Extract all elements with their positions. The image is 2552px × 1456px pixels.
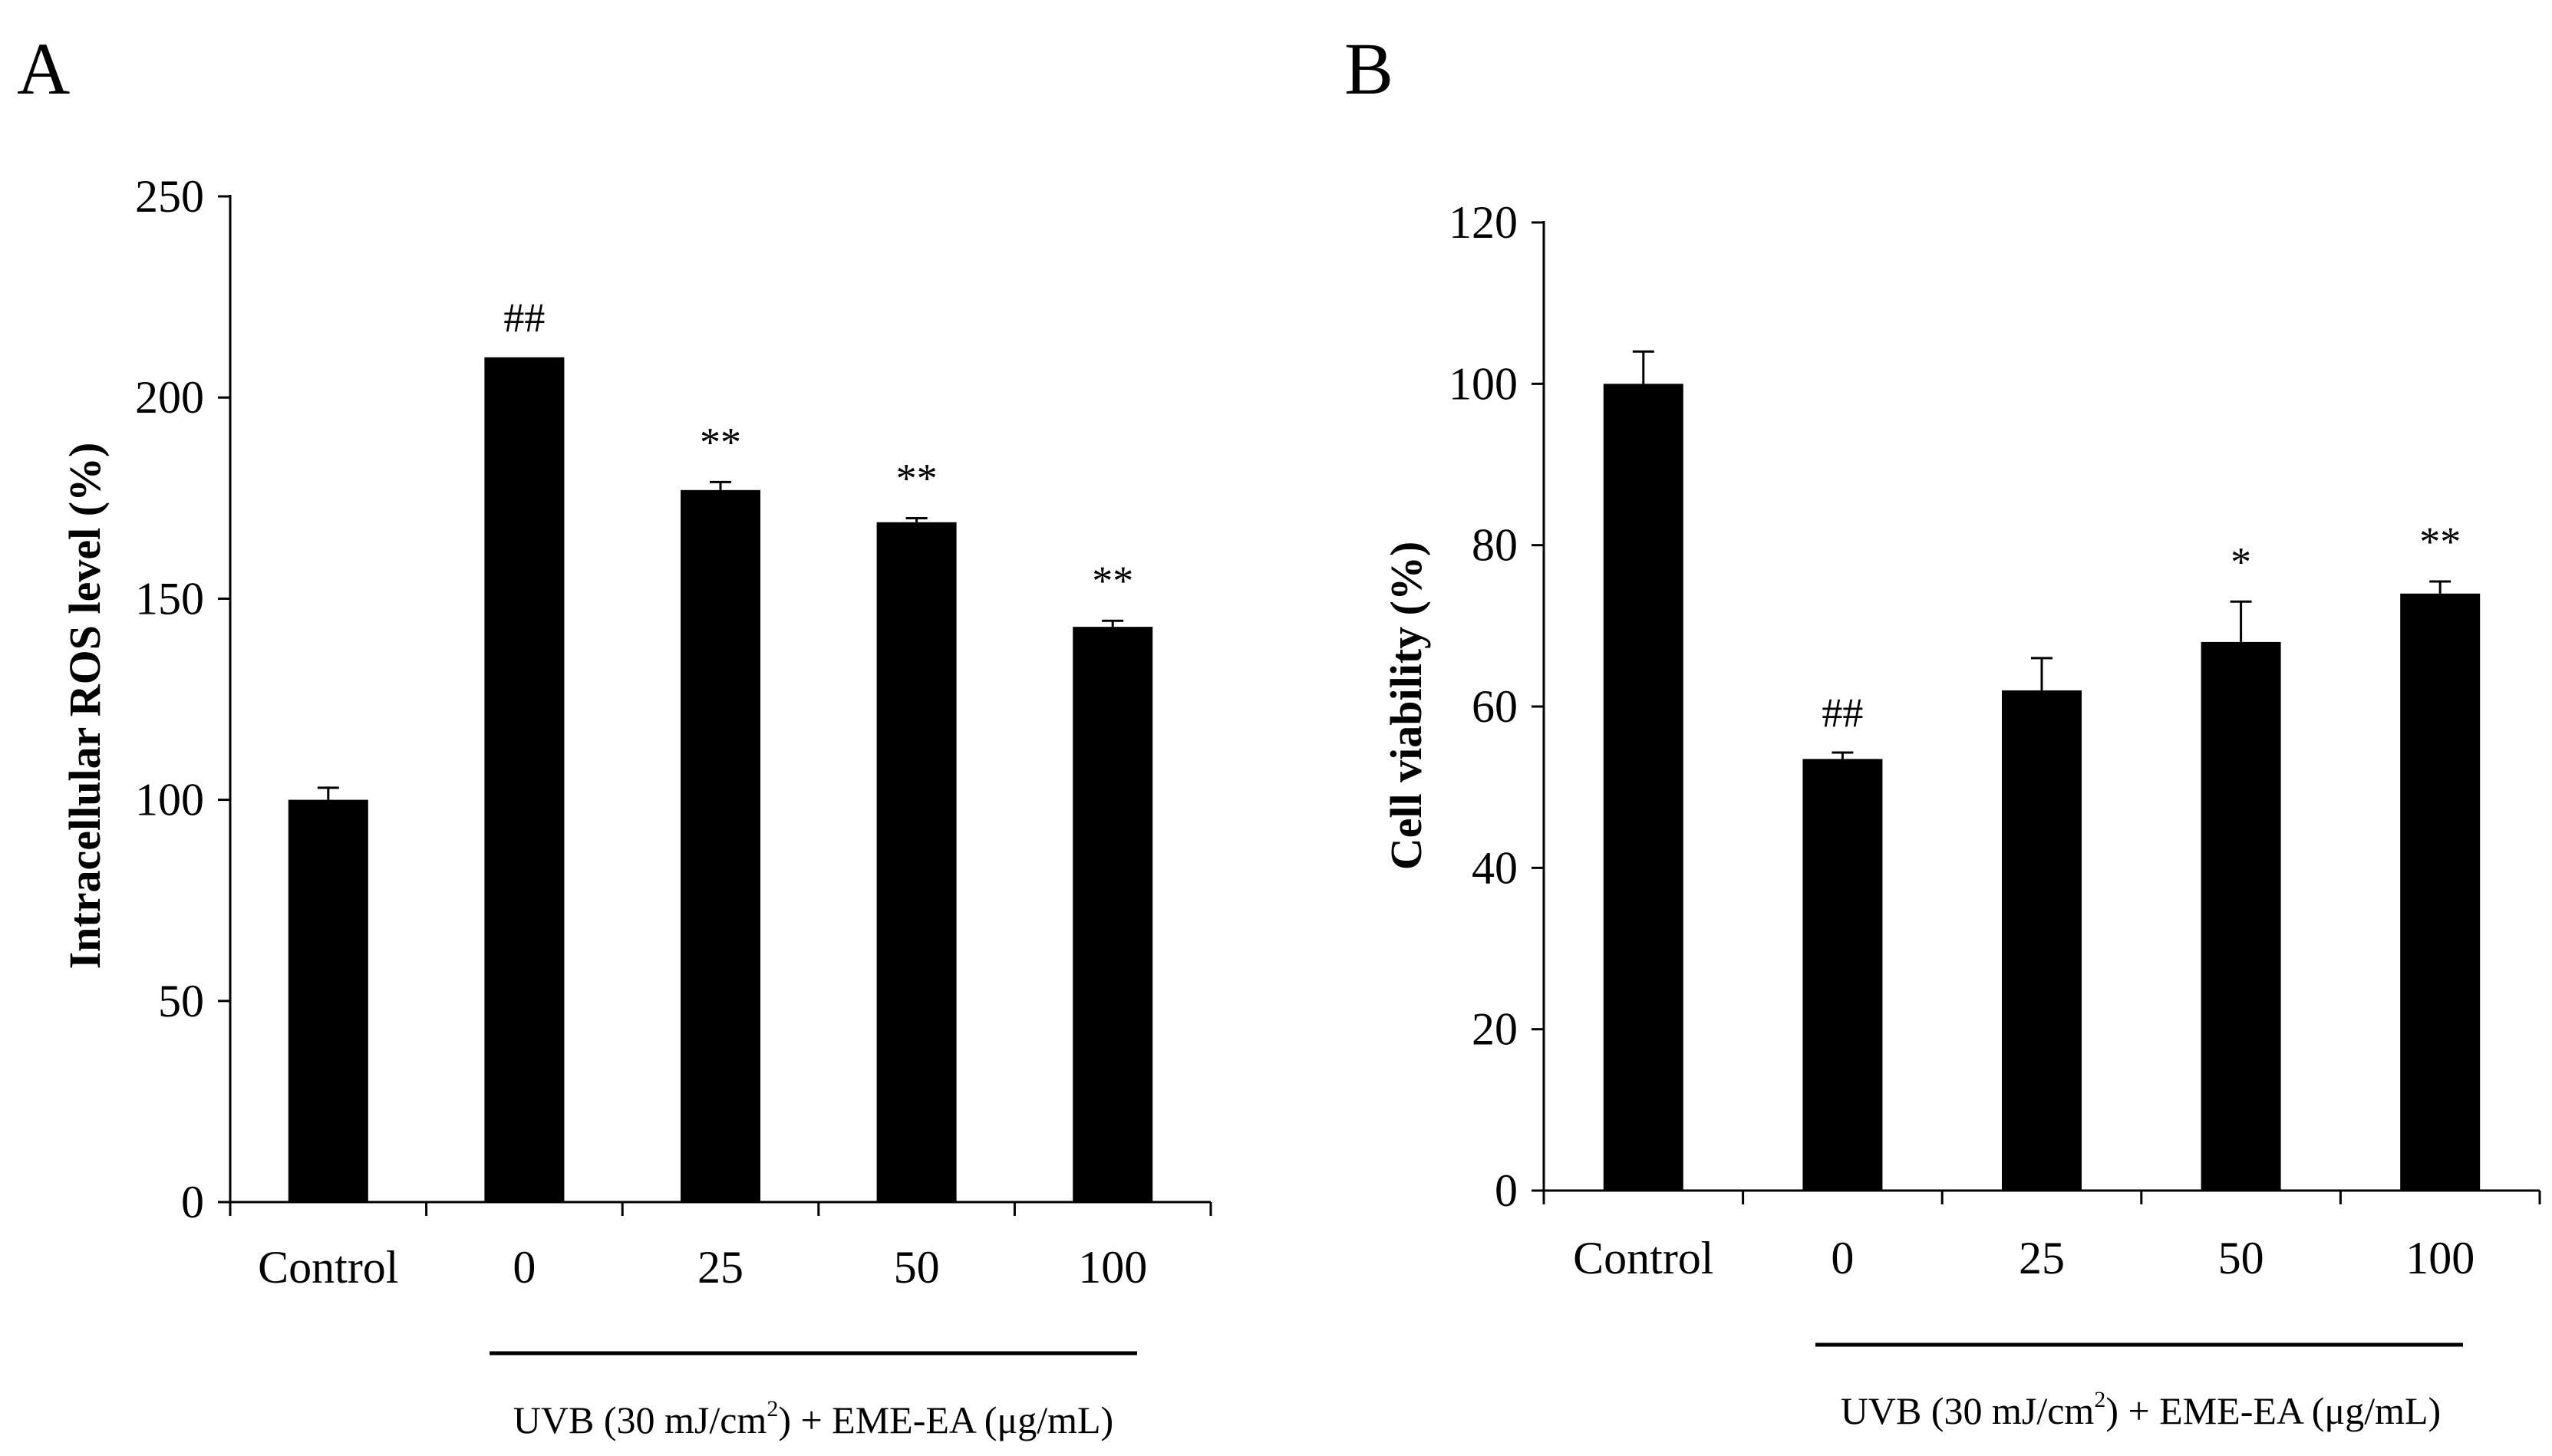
panel-a-bar	[1073, 627, 1153, 1202]
panel-b-bar	[2002, 690, 2082, 1191]
panel-b-y-tick-label: 120	[1449, 197, 1518, 248]
panel-b-annotation: **	[2419, 519, 2461, 565]
panel-a-bar	[681, 489, 760, 1202]
panel-b-category-label: 0	[1831, 1233, 1854, 1283]
panel-a-y-axis-label: Intracellular ROS level (%)	[60, 443, 110, 970]
panel-b-annotations: ##* **	[1822, 519, 2461, 736]
panel-a-bar	[876, 522, 957, 1202]
panel-a-group-label: UVB (30 mJ/cm2) + EME-EA (μg/mL)	[513, 1396, 1113, 1441]
panel-b-category-labels: Control 0 25 50 100	[1573, 1233, 2475, 1283]
panel-a-category-label: 25	[697, 1242, 744, 1293]
panel-a-category-label: 50	[894, 1242, 940, 1293]
panel-a-y-ticks: 0 50 100 150 200 250	[135, 171, 230, 1227]
panel-b-label: B	[1344, 28, 1393, 110]
panel-b-category-label: 100	[2405, 1233, 2475, 1283]
panel-b-bar	[2201, 641, 2281, 1191]
panel-a-label: A	[17, 28, 70, 110]
panel-b-y-tick-label: 20	[1472, 1004, 1518, 1055]
panel-b-y-tick-label: 60	[1472, 681, 1518, 732]
panel-a-annotation: **	[1092, 558, 1133, 604]
panel-b-group-label: UVB (30 mJ/cm2) + EME-EA (μg/mL)	[1841, 1387, 2441, 1432]
panel-a-y-tick-label: 200	[135, 372, 204, 423]
panel-a-y-tick-label: 0	[181, 1177, 204, 1227]
panel-b-category-label: 25	[2019, 1233, 2065, 1283]
panel-b-y-tick-label: 80	[1472, 520, 1518, 571]
panel-b-annotation: ##	[1822, 690, 1863, 736]
panel-a-chart: A 0 50 100 150 200 250 ## ** ** ** Control 0 25 50 1…	[17, 28, 1212, 1441]
panel-a-bar	[288, 799, 368, 1202]
panel-a-y-tick-label: 250	[135, 171, 204, 222]
panel-b-category-label: Control	[1573, 1233, 1713, 1283]
panel-a-bars	[288, 357, 1153, 1202]
panel-b-group-label-post: ) + EME-EA (μg/mL)	[2105, 1389, 2441, 1432]
panel-b-y-tick-label: 0	[1495, 1165, 1518, 1216]
panel-a-y-tick-label: 50	[158, 976, 204, 1026]
panel-a-error-bars	[317, 480, 1124, 800]
panel-a-group-label-sup: 2	[767, 1396, 778, 1421]
panel-b-group-label-sup: 2	[2094, 1387, 2105, 1412]
panel-b-y-tick-label: 40	[1472, 842, 1518, 893]
panel-b-bars	[1603, 384, 2481, 1191]
panel-b-annotation: *	[2231, 539, 2251, 585]
panel-b-y-axis-label: Cell viability (%)	[1381, 542, 1431, 871]
panel-b-error-bars	[1632, 350, 2451, 759]
panel-b-group-label-pre: UVB (30 mJ/cm	[1841, 1389, 2095, 1432]
panel-a-axes	[229, 195, 1212, 1216]
panel-b-category-label: 50	[2218, 1233, 2264, 1283]
panel-a-category-label: Control	[258, 1242, 398, 1293]
panel-b-y-ticks: 0 20 40 60 80 100 120	[1449, 197, 1544, 1216]
panel-b-bar	[1603, 384, 1683, 1191]
panel-a-y-tick-label: 150	[135, 573, 204, 624]
panel-a-annotation: **	[700, 419, 741, 465]
panel-a-category-label: 0	[513, 1242, 536, 1293]
panel-a-annotation: ##	[503, 295, 545, 341]
panel-b-y-tick-label: 100	[1449, 358, 1518, 409]
panel-a-category-label: 100	[1078, 1242, 1147, 1293]
panel-a-annotation: **	[896, 456, 938, 502]
panel-a-annotations: ## ** ** **	[503, 295, 1133, 604]
panel-a-bar	[484, 357, 565, 1202]
panel-b-bar	[1802, 759, 1883, 1191]
panel-a-category-labels: Control 0 25 50 100	[258, 1242, 1147, 1293]
panel-a-group-label-post: ) + EME-EA (μg/mL)	[778, 1398, 1113, 1441]
panel-a-group-label-pre: UVB (30 mJ/cm	[513, 1398, 767, 1441]
panel-b-axes	[1542, 221, 2541, 1204]
panel-a-y-tick-label: 100	[135, 775, 204, 825]
panel-b-bar	[2400, 593, 2481, 1191]
